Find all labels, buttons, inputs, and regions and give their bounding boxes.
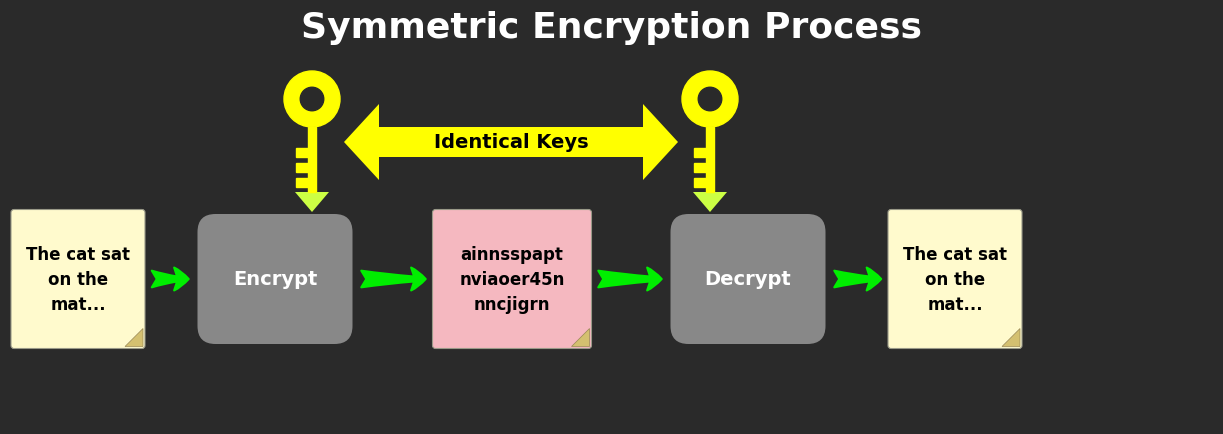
Bar	[296, 178, 308, 187]
Bar	[296, 164, 308, 173]
Polygon shape	[571, 329, 589, 347]
Bar	[707, 193, 713, 194]
Text: Encrypt: Encrypt	[232, 270, 317, 289]
Polygon shape	[344, 105, 379, 181]
Bar	[695, 178, 706, 187]
Bar	[695, 149, 706, 158]
Circle shape	[300, 88, 324, 112]
Text: Decrypt: Decrypt	[704, 270, 791, 289]
Bar	[695, 164, 706, 173]
Bar	[308, 193, 316, 194]
Circle shape	[284, 72, 340, 128]
FancyBboxPatch shape	[670, 214, 826, 344]
Polygon shape	[125, 329, 143, 347]
Polygon shape	[295, 193, 329, 213]
Text: ainnsspapt
nviaoer45n
nncjigrn: ainnsspapt nviaoer45n nncjigrn	[460, 246, 565, 313]
Text: Identical Keys: Identical Keys	[434, 133, 588, 152]
FancyBboxPatch shape	[888, 210, 1022, 349]
FancyBboxPatch shape	[433, 210, 592, 349]
Bar	[379, 128, 643, 158]
Text: Symmetric Encryption Process: Symmetric Encryption Process	[301, 11, 922, 45]
Circle shape	[682, 72, 737, 128]
Bar	[706, 128, 714, 193]
Circle shape	[698, 88, 722, 112]
Bar	[308, 128, 317, 193]
Text: The cat sat
on the
mat...: The cat sat on the mat...	[26, 246, 130, 313]
Bar	[296, 149, 308, 158]
Polygon shape	[1002, 329, 1020, 347]
FancyBboxPatch shape	[11, 210, 146, 349]
FancyBboxPatch shape	[197, 214, 352, 344]
Polygon shape	[643, 105, 678, 181]
Polygon shape	[693, 193, 726, 213]
Text: The cat sat
on the
mat...: The cat sat on the mat...	[903, 246, 1007, 313]
